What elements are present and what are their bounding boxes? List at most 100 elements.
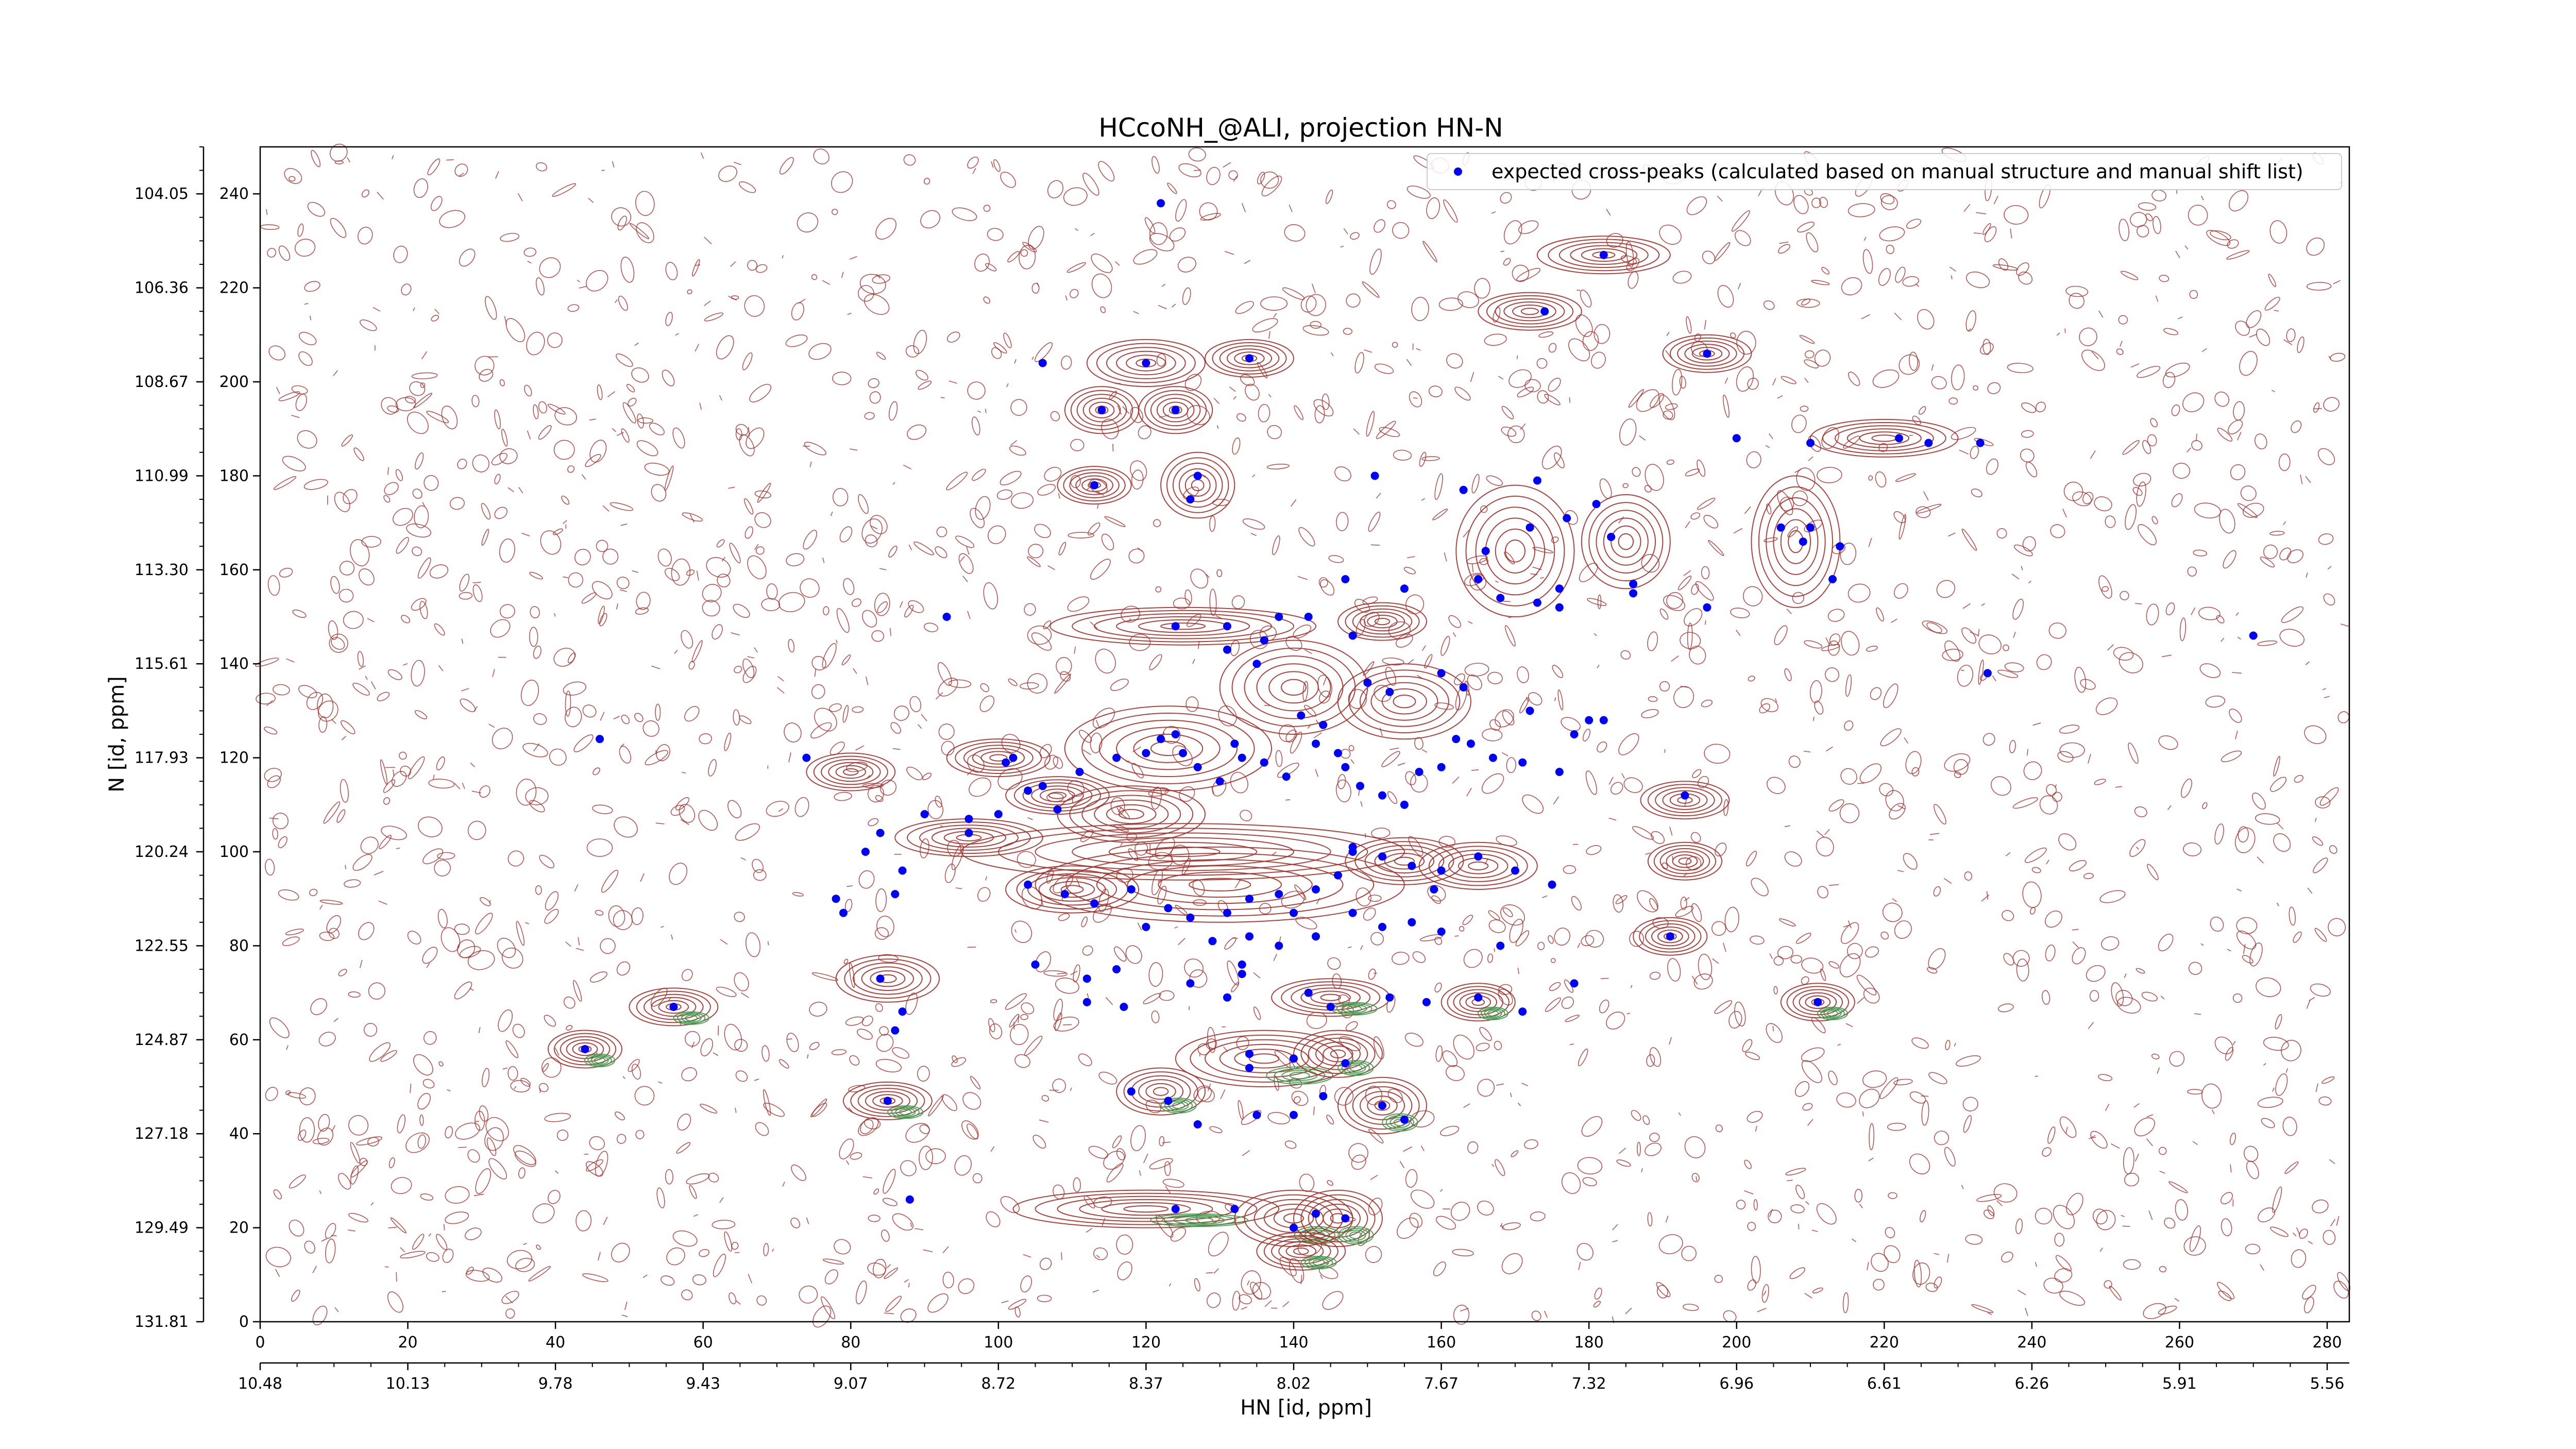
noise-contour	[1143, 1153, 1148, 1164]
noise-contour	[441, 406, 458, 430]
noise-contour	[2136, 846, 2139, 850]
noise-contour	[1690, 832, 1701, 843]
noise-contour	[1130, 1125, 1146, 1151]
noise-contour	[1365, 1246, 1382, 1263]
noise-contour	[907, 424, 927, 440]
noise-contour	[1811, 197, 1822, 208]
noise-contour	[1061, 356, 1072, 370]
noise-contour	[955, 535, 975, 548]
noise-contour	[1848, 583, 1871, 603]
noise-contour	[445, 1186, 470, 1204]
noise-contour	[345, 865, 346, 869]
peak-contour	[1773, 508, 1819, 575]
noise-contour	[353, 447, 364, 461]
noise-contour	[2004, 205, 2029, 225]
cross-peak-point	[1806, 439, 1815, 447]
noise-contour	[1658, 394, 1675, 420]
peak-contour	[1786, 986, 1850, 1019]
peak-contour	[963, 745, 1033, 771]
noise-contour	[312, 1305, 328, 1325]
noise-contour	[545, 891, 559, 911]
noise-contour	[2312, 836, 2324, 846]
noise-contour	[1947, 532, 1956, 537]
noise-contour	[2257, 1097, 2283, 1108]
negative-contour	[1172, 1102, 1185, 1109]
noise-contour	[1876, 607, 1884, 622]
noise-contour	[2275, 1014, 2282, 1030]
noise-contour	[2328, 918, 2346, 937]
noise-contour	[923, 1249, 933, 1253]
noise-contour	[1824, 829, 1830, 835]
noise-contour	[2062, 509, 2067, 518]
noise-contour	[563, 681, 587, 696]
noise-contour	[2147, 864, 2159, 880]
noise-contour	[1951, 364, 1965, 391]
noise-contour	[747, 260, 758, 271]
peak-contour	[1677, 341, 1737, 367]
noise-contour	[1548, 343, 1557, 353]
noise-contour	[1054, 673, 1071, 694]
noise-contour	[328, 928, 340, 939]
noise-contour	[884, 1267, 899, 1279]
noise-contour	[1768, 1209, 1782, 1223]
noise-contour	[699, 402, 702, 410]
noise-contour	[1563, 865, 1576, 874]
noise-contour	[1906, 218, 1922, 229]
x2-tick-label: 8.37	[1129, 1375, 1163, 1393]
noise-contour	[2118, 315, 2128, 325]
cross-peak-point	[905, 1195, 914, 1204]
noise-contour	[1891, 618, 1897, 623]
noise-contour	[1707, 540, 1724, 557]
peak-contour	[1031, 785, 1084, 805]
noise-contour	[1318, 690, 1331, 704]
noise-contour	[622, 1076, 625, 1079]
noise-contour	[1717, 285, 1734, 308]
contour-layer	[255, 143, 2351, 1328]
noise-contour	[979, 695, 995, 712]
noise-contour	[412, 488, 422, 499]
noise-contour	[845, 1016, 864, 1026]
noise-contour	[1082, 749, 1091, 755]
noise-contour	[1115, 261, 1120, 266]
noise-contour	[1649, 971, 1661, 980]
noise-contour	[2123, 1147, 2134, 1174]
negative-contour	[677, 1013, 706, 1024]
noise-contour	[1027, 817, 1033, 820]
noise-contour	[2092, 1137, 2096, 1138]
noise-contour	[524, 384, 532, 397]
noise-contour	[533, 743, 540, 752]
noise-contour	[782, 1182, 785, 1187]
peak-contour	[1070, 390, 1133, 430]
cross-peak-point	[1474, 852, 1483, 861]
peak-contour	[1655, 787, 1715, 813]
noise-contour	[1117, 405, 1122, 415]
peak-contour	[919, 824, 1019, 851]
noise-contour	[2044, 910, 2062, 928]
noise-contour	[2138, 202, 2157, 211]
noise-contour	[1934, 1131, 1949, 1145]
y-tick-label: 80	[229, 937, 249, 955]
noise-contour	[1517, 968, 1519, 974]
cross-peak-point	[1297, 711, 1306, 720]
noise-contour	[1507, 425, 1525, 443]
noise-contour	[786, 1033, 799, 1052]
noise-contour	[467, 1149, 480, 1163]
noise-contour	[2056, 332, 2060, 336]
noise-contour	[478, 1027, 481, 1033]
noise-contour	[399, 751, 407, 760]
noise-contour	[2337, 711, 2350, 723]
noise-contour	[2098, 310, 2104, 318]
noise-contour	[295, 394, 307, 411]
noise-contour	[1785, 1168, 1806, 1176]
peak-contour	[1384, 853, 1425, 870]
noise-contour	[439, 210, 466, 228]
cross-peak-point	[1474, 575, 1483, 583]
noise-contour	[272, 828, 278, 840]
noise-contour	[628, 1058, 640, 1072]
noise-contour	[1369, 248, 1382, 275]
noise-contour	[549, 748, 567, 766]
noise-contour	[1031, 356, 1034, 360]
noise-contour	[1825, 667, 1839, 682]
noise-contour	[2175, 250, 2180, 258]
noise-contour	[694, 344, 700, 352]
